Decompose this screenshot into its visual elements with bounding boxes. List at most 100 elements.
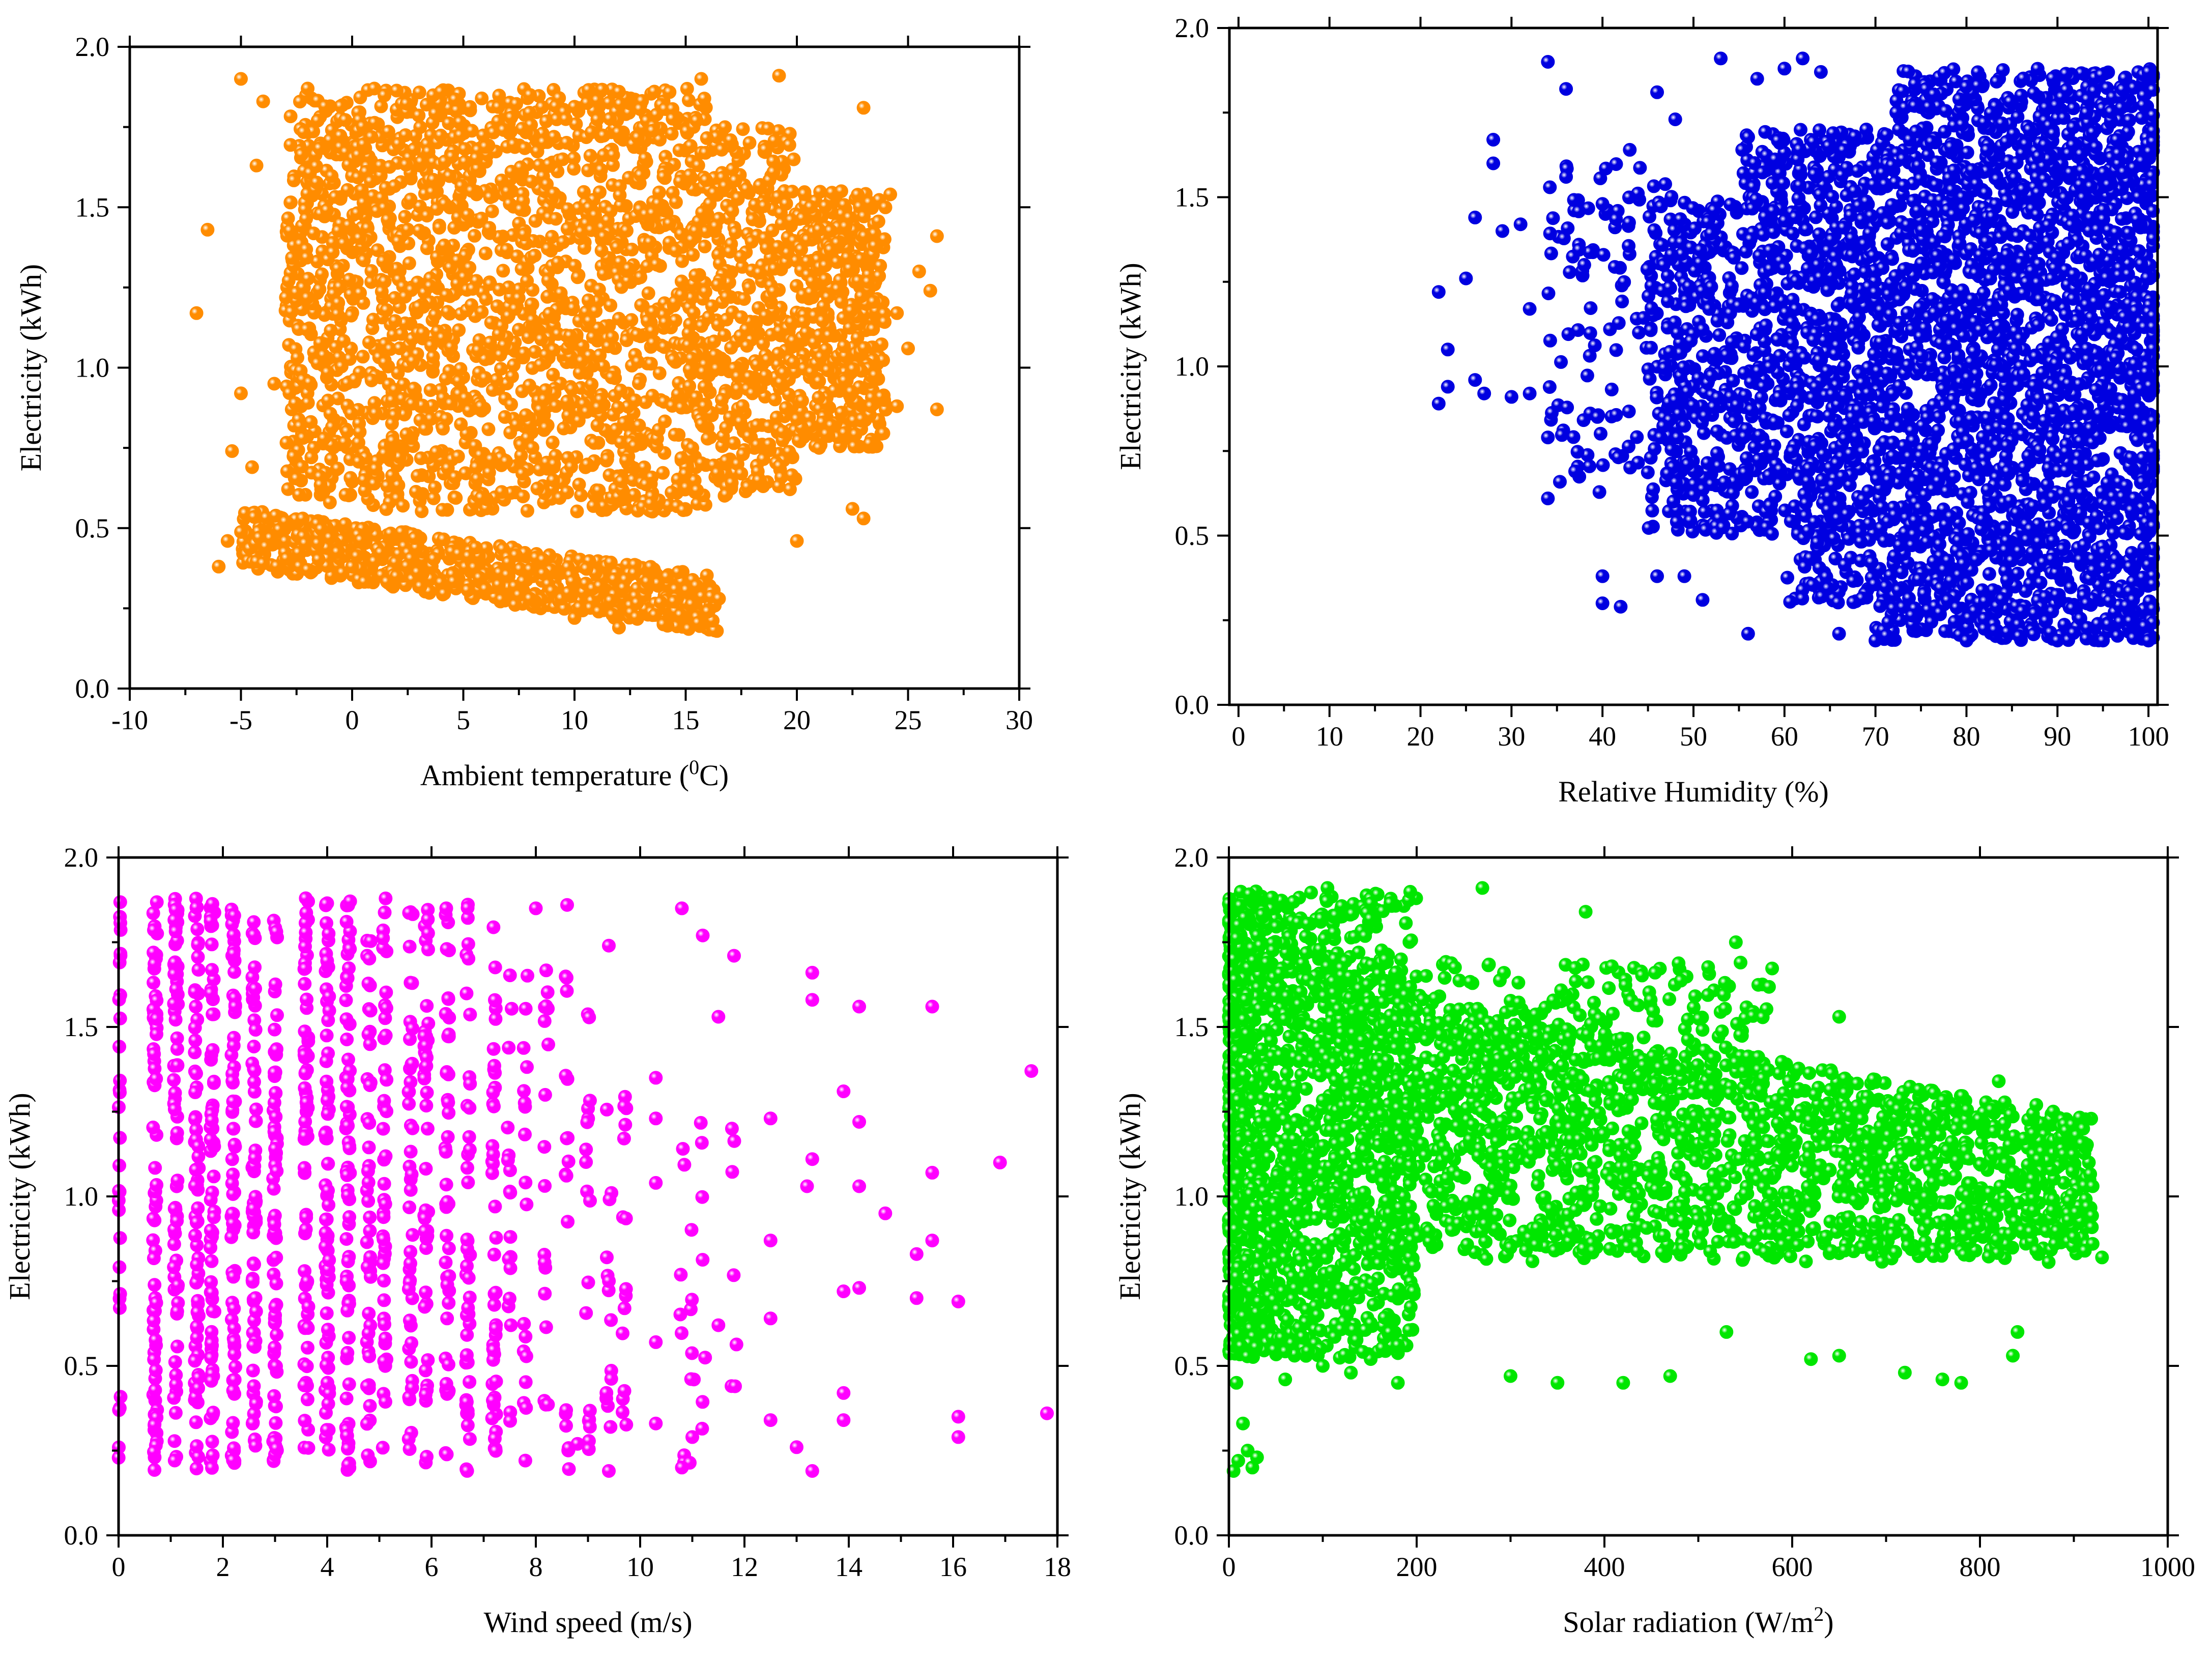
scatter-point bbox=[630, 328, 644, 341]
scatter-point bbox=[718, 120, 732, 134]
scatter-point bbox=[523, 592, 537, 606]
scatter-point bbox=[375, 284, 389, 299]
x-tick-label: 30 bbox=[1006, 705, 1033, 735]
scatter-point bbox=[839, 219, 853, 234]
scatter-point bbox=[501, 555, 515, 569]
scatter-point bbox=[695, 206, 709, 220]
scatter-point bbox=[796, 314, 811, 329]
scatter-point bbox=[812, 390, 826, 405]
scatter-point bbox=[441, 305, 454, 319]
scatter-point bbox=[291, 351, 304, 365]
scatter-point bbox=[681, 338, 696, 352]
scatter-point bbox=[490, 299, 504, 313]
scatter-point bbox=[771, 347, 785, 361]
scatter-point bbox=[844, 304, 858, 318]
scatter-point bbox=[352, 231, 366, 245]
scatter-point bbox=[587, 436, 601, 450]
scatter-point bbox=[594, 243, 609, 258]
scatter-point bbox=[702, 310, 716, 324]
scatter-point bbox=[848, 427, 863, 442]
scatter-point bbox=[794, 242, 808, 256]
scatter-point bbox=[284, 195, 298, 210]
scatter-point bbox=[330, 307, 344, 321]
scatter-point bbox=[678, 467, 693, 481]
scatter-point bbox=[712, 592, 726, 606]
scatter-point bbox=[331, 462, 345, 476]
scatter-point bbox=[604, 298, 618, 312]
scatter-point bbox=[561, 409, 576, 423]
scatter-point bbox=[281, 211, 295, 225]
scatter-point bbox=[234, 72, 248, 86]
scatter-point bbox=[541, 242, 555, 256]
scatter-point bbox=[724, 133, 738, 147]
scatter-point bbox=[715, 393, 729, 407]
scatter-point bbox=[407, 142, 421, 156]
scatter-point bbox=[674, 288, 688, 302]
scatter-point bbox=[845, 502, 859, 516]
scatter-point bbox=[790, 534, 804, 548]
scatter-point bbox=[665, 485, 679, 500]
scatter-point bbox=[293, 419, 307, 434]
scatter-point bbox=[423, 279, 437, 293]
scatter-points bbox=[189, 69, 944, 638]
scatter-point bbox=[834, 184, 848, 198]
scatter-point bbox=[1794, 123, 1807, 137]
scatter-point bbox=[593, 579, 607, 593]
scatter-point bbox=[696, 365, 710, 379]
scatter-point bbox=[581, 293, 595, 307]
scatter-point bbox=[1784, 514, 1798, 528]
scatter-point bbox=[374, 99, 388, 113]
scatter-point bbox=[284, 305, 299, 319]
scatter-point bbox=[634, 298, 648, 312]
scatter-point bbox=[398, 210, 412, 224]
scatter-point bbox=[564, 460, 578, 474]
scatter-point bbox=[498, 410, 512, 424]
scatter-point bbox=[353, 425, 367, 439]
scatter-point bbox=[727, 436, 741, 450]
scatter-point bbox=[524, 297, 538, 311]
scatter-point bbox=[428, 308, 442, 322]
scatter-point bbox=[532, 463, 547, 477]
scatter-point bbox=[551, 255, 565, 270]
scatter-point bbox=[632, 418, 646, 433]
scatter-point bbox=[295, 148, 309, 162]
scatter-point bbox=[315, 267, 329, 281]
scatter-point bbox=[719, 454, 733, 468]
scatter-point bbox=[293, 95, 307, 109]
scatter-point bbox=[501, 184, 514, 198]
scatter-point bbox=[414, 451, 428, 465]
scatter-point bbox=[326, 245, 340, 260]
scatter-point bbox=[854, 289, 869, 303]
scatter-point bbox=[559, 112, 573, 126]
scatter-point bbox=[504, 397, 518, 412]
scatter-points bbox=[1431, 51, 2160, 648]
scatter-point bbox=[766, 165, 781, 179]
scatter-point bbox=[563, 329, 578, 343]
scatter-point bbox=[690, 113, 704, 128]
scatter-point bbox=[769, 410, 784, 424]
scatter-point bbox=[476, 128, 491, 142]
scatter-point bbox=[758, 142, 772, 157]
scatter-point bbox=[362, 335, 376, 350]
scatter-point bbox=[684, 352, 699, 366]
scatter-point bbox=[546, 367, 560, 382]
scatter-point bbox=[827, 384, 842, 398]
scatter-point bbox=[1780, 570, 1794, 585]
scatter-point bbox=[501, 309, 515, 323]
scatter-point bbox=[336, 334, 351, 348]
scatter-point bbox=[521, 330, 535, 345]
scatter-point bbox=[330, 545, 344, 559]
scatter-point bbox=[312, 282, 327, 296]
scatter-point bbox=[854, 252, 868, 266]
scatter-point bbox=[424, 338, 438, 353]
scatter-point bbox=[787, 152, 801, 166]
y-tick-label: 0.0 bbox=[75, 673, 110, 704]
scatter-point bbox=[279, 291, 293, 304]
scatter-point bbox=[525, 313, 539, 327]
scatter-point bbox=[402, 256, 416, 270]
scatter-point bbox=[758, 308, 772, 323]
scatter-point bbox=[686, 248, 700, 262]
scatter-point bbox=[786, 355, 800, 369]
scatter-point bbox=[393, 341, 407, 355]
scatter-point bbox=[1984, 378, 1998, 392]
